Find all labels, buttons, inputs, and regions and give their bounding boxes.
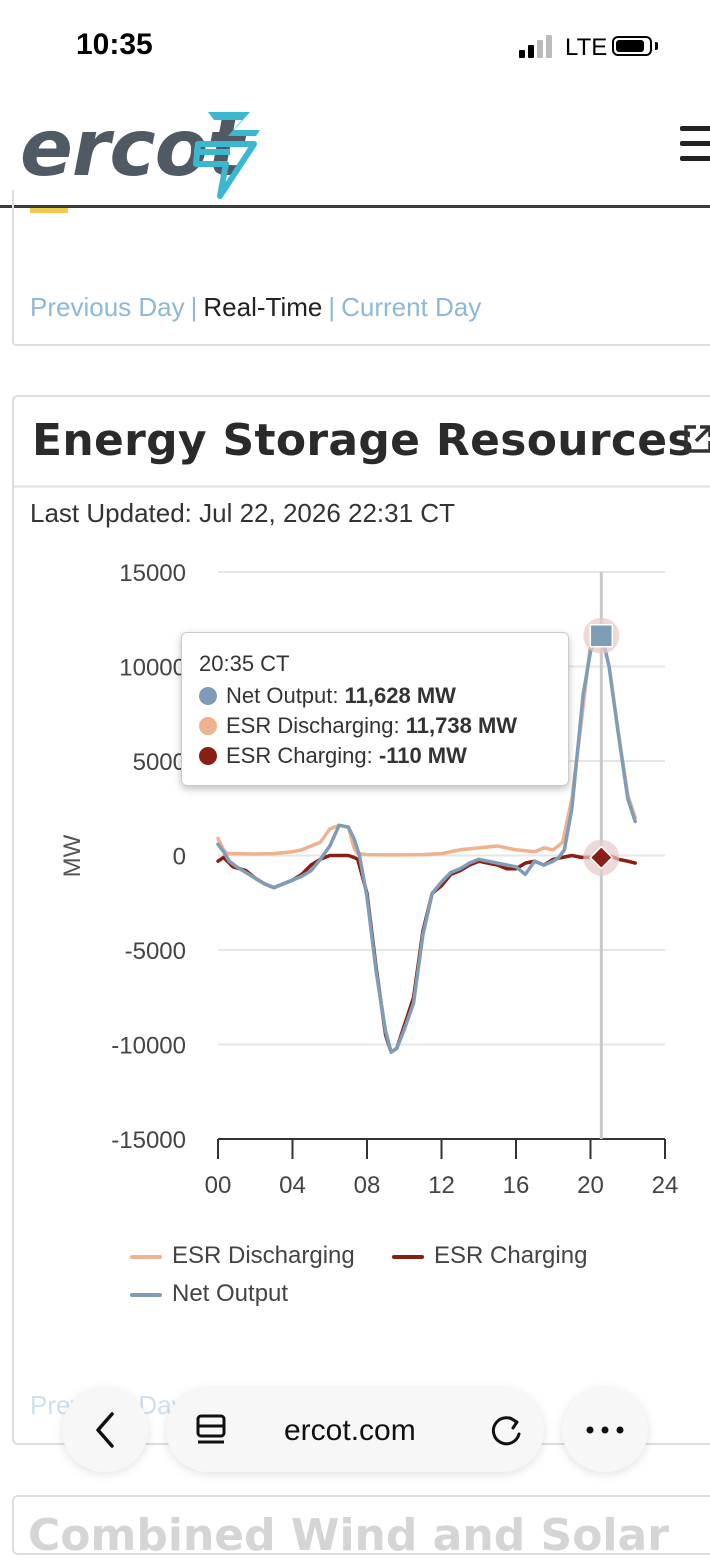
tooltip-row-esr-charging: ESR Charging: -110 MW	[199, 743, 467, 769]
y-tick-label: 5000	[133, 749, 186, 776]
nav-separator: |	[190, 292, 198, 322]
hover-markers	[583, 572, 620, 1139]
series-line-net-output	[216, 633, 637, 1054]
x-tick-label: 12	[428, 1172, 455, 1199]
ercot-bolt-logo-icon[interactable]	[190, 108, 268, 200]
y-tick-label: 15000	[119, 560, 186, 587]
card-title: Energy Storage Resources	[32, 415, 694, 466]
net-output-dot	[199, 687, 217, 705]
esr-charging-dot	[199, 747, 217, 765]
back-button[interactable]	[62, 1388, 148, 1472]
day-navigation: Previous Day | Real-Time | Current Day	[30, 292, 481, 323]
legend-line	[130, 1254, 162, 1259]
signal-bar-3	[537, 40, 543, 58]
esr-discharging-dot	[199, 717, 217, 735]
y-tick-label: -10000	[111, 1033, 186, 1060]
tooltip-value: 11,628 MW	[344, 683, 456, 708]
chart-tooltip: 20:35 CT Net Output: 11,628 MW ESR Disch…	[181, 632, 569, 786]
status-bar: 10:35 LTE	[0, 0, 710, 96]
tooltip-value: -110 MW	[378, 743, 467, 768]
legend-label: ESR Discharging	[172, 1242, 355, 1269]
reload-icon[interactable]	[482, 1388, 532, 1472]
legend-label: ESR Charging	[434, 1242, 588, 1269]
x-tick-label: 04	[279, 1172, 306, 1199]
y-tick-label: 10000	[119, 655, 186, 682]
tooltip-time: 20:35 CT	[199, 651, 290, 676]
last-updated: Last Updated: Jul 22, 2026 22:31 CT	[30, 498, 455, 528]
y-axis-label: MW	[59, 834, 86, 877]
y-tick-label: 0	[173, 844, 186, 871]
net-output-marker	[589, 623, 614, 648]
tabs-icon[interactable]	[184, 1388, 244, 1472]
hamburger-menu-icon[interactable]	[680, 126, 710, 171]
y-tick-label: -5000	[125, 938, 186, 965]
prev-card	[12, 190, 710, 346]
x-axis: 00 04 08 12 16 20 24	[205, 1138, 679, 1199]
signal-bar-4	[546, 35, 552, 58]
esr-charging-marker	[589, 845, 614, 870]
x-tick-label: 24	[652, 1172, 679, 1199]
tooltip-value: 11,738 MW	[405, 713, 518, 738]
real-time-label: Real-Time	[203, 292, 323, 322]
legend-line	[130, 1292, 162, 1297]
legend-label: Net Output	[172, 1280, 289, 1307]
network-type: LTE	[565, 34, 608, 61]
site-header: ercot	[0, 96, 710, 208]
external-link-icon[interactable]	[682, 423, 710, 455]
legend-line	[392, 1254, 424, 1259]
legend-item-net-output[interactable]: Net Output	[130, 1280, 288, 1308]
current-day-link[interactable]: Current Day	[341, 292, 482, 322]
battery-icon	[612, 36, 652, 56]
address-bar[interactable]	[166, 1388, 544, 1472]
signal-bar-2	[528, 45, 534, 58]
x-tick-label: 00	[205, 1172, 232, 1199]
more-dots-icon	[586, 1426, 624, 1434]
previous-day-link[interactable]: Previous Day	[30, 292, 185, 322]
x-tick-label: 08	[354, 1172, 381, 1199]
tooltip-row-esr-discharging: ESR Discharging: 11,738 MW	[199, 713, 517, 739]
y-tick-label: -15000	[111, 1127, 186, 1154]
y-axis-ticks: 15000 10000 5000 0 -5000 -10000 -15000	[111, 560, 186, 1154]
status-time: 10:35	[76, 28, 153, 61]
tooltip-row-net-output: Net Output: 11,628 MW	[199, 683, 456, 709]
legend-swatch-yellow	[30, 208, 68, 213]
signal-bar-1	[519, 50, 525, 58]
url-text[interactable]: ercot.com	[284, 1414, 416, 1447]
esr-line-chart[interactable]: 15000 10000 5000 0 -5000 -10000 -15000 00 04 08 1…	[0, 540, 710, 1220]
tooltip-label: Net Output:	[226, 683, 339, 708]
x-tick-label: 20	[577, 1172, 604, 1199]
chevron-left-icon	[96, 1412, 114, 1448]
tooltip-label: ESR Discharging:	[226, 713, 400, 738]
legend-item-esr-discharging[interactable]: ESR Discharging	[130, 1242, 355, 1270]
battery-tip	[655, 42, 658, 50]
nav-separator: |	[328, 292, 336, 322]
more-button[interactable]	[562, 1388, 648, 1472]
x-tick-label: 16	[503, 1172, 530, 1199]
card-title-bar	[14, 397, 710, 488]
legend-item-esr-charging[interactable]: ESR Charging	[392, 1242, 587, 1270]
tooltip-label: ESR Charging:	[226, 743, 373, 768]
